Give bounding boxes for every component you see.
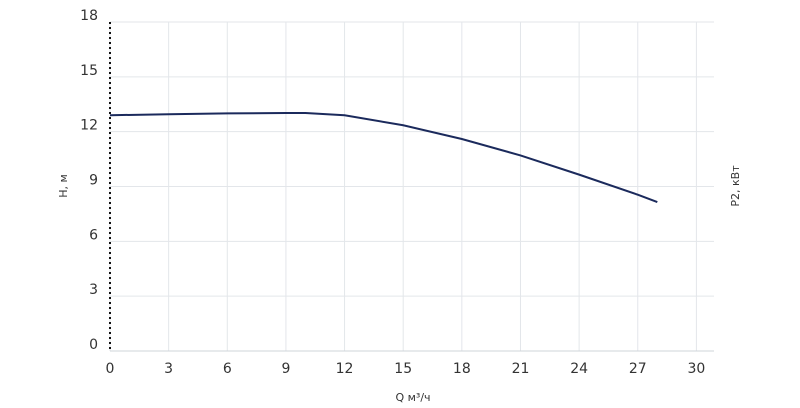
x-tick-label: 15 (394, 361, 412, 377)
x-tick-label: 3 (164, 361, 173, 377)
x-tick-label: 30 (687, 361, 705, 377)
x-tick-label: 0 (106, 361, 115, 377)
y-tick-label: 12 (80, 118, 98, 134)
y2-axis-label: P2, кВт (729, 165, 742, 207)
x-tick-label: 18 (453, 361, 471, 377)
y-tick-label: 18 (80, 8, 98, 24)
x-tick-label: 6 (223, 361, 232, 377)
series-line (109, 112, 658, 203)
x-tick-label: 12 (336, 361, 354, 377)
y-tick-label: 9 (89, 173, 98, 189)
y-axis-label: H, м (57, 174, 70, 198)
x-tick-label: 27 (629, 361, 647, 377)
x-tick-label: 21 (512, 361, 530, 377)
y-tick-label: 0 (89, 337, 98, 353)
y-tick-label: 3 (89, 282, 98, 298)
x-axis-label: Q м³/ч (395, 391, 430, 404)
y-tick-label: 15 (80, 63, 98, 79)
y-tick-label: 6 (89, 227, 98, 243)
x-tick-label: 9 (281, 361, 290, 377)
x-tick-label: 24 (570, 361, 588, 377)
